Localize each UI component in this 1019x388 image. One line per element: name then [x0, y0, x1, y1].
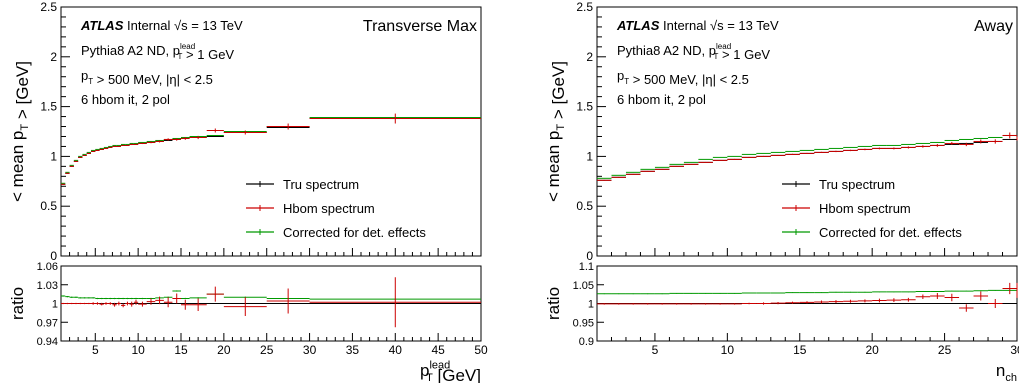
x-tick-label: 50 — [474, 343, 488, 357]
x-tick-label: 5 — [92, 343, 99, 357]
x-tick-label: 5 — [652, 343, 659, 357]
legend-entry-label: Hbom spectrum — [819, 201, 911, 216]
main-plot-frame — [596, 6, 1018, 257]
legend-entry-label: Hbom spectrum — [283, 201, 375, 216]
x-tick-label: 25 — [938, 343, 952, 357]
y-tick-label: 2 — [586, 50, 593, 64]
y-tick-label: 2.5 — [576, 0, 593, 14]
info-text-line: pT > 500 MeV, |η| < 2.5 — [617, 68, 749, 87]
x-tick-label: 20 — [865, 343, 879, 357]
ratio-y-tick-label: 1.03 — [37, 280, 58, 292]
y-axis-title: < mean pT > [GeV] — [8, 61, 32, 202]
y-tick-label: 2 — [50, 50, 57, 64]
y-tick-label: 1.5 — [576, 100, 593, 114]
x-tick-label: 30 — [303, 343, 317, 357]
y-tick-label: 1 — [50, 149, 57, 163]
y-axis-title: < mean pT > [GeV] — [544, 61, 568, 202]
ratio-y-tick-label: 0.97 — [37, 317, 58, 329]
y-tick-label: 0.5 — [576, 199, 593, 213]
panel-title: Transverse Max — [363, 18, 477, 35]
ratio-y-tick-label: 1 — [52, 299, 58, 311]
x-tick-label: 15 — [174, 343, 188, 357]
ratio-y-axis-title: ratio — [8, 287, 27, 320]
info-text-line: 6 hbom it, 2 pol — [81, 92, 170, 107]
x-tick-label: 10 — [131, 343, 145, 357]
info-text-line: Pythia8 A2 ND, plead T > 1 GeV — [617, 42, 770, 62]
chart-panel-right: 0 0.5 1 1.5 2 2.5 5 10 15 20 25 30 0.9 0.95 1 1.05 1.1 < … — [544, 0, 1019, 384]
atlas-label-line: ATLAS Internal √s = 13 TeV — [80, 18, 243, 33]
ratio-y-tick-label: 0.94 — [37, 336, 58, 348]
x-tick-label: 20 — [217, 343, 231, 357]
y-tick-label: 2.5 — [40, 0, 57, 14]
legend-entry-label: Corrected for det. effects — [283, 225, 426, 240]
x-tick-label: 35 — [346, 343, 360, 357]
panel-title: Away — [974, 18, 1013, 35]
legend-entry-label: Tru spectrum — [283, 177, 359, 192]
x-tick-label: 15 — [793, 343, 807, 357]
y-tick-label: 0 — [50, 249, 57, 263]
x-axis-title: nch — [996, 361, 1017, 383]
main-plot-frame — [60, 6, 482, 257]
x-tick-label: 10 — [721, 343, 735, 357]
x-tick-label: 30 — [1010, 343, 1019, 357]
info-text-line: Pythia8 A2 ND, plead T > 1 GeV — [81, 42, 234, 62]
x-tick-label: 25 — [260, 343, 274, 357]
ratio-y-tick-label: 1.05 — [573, 280, 594, 292]
ratio-y-tick-label: 0.9 — [579, 336, 594, 348]
y-tick-label: 1.5 — [40, 100, 57, 114]
y-tick-label: 1 — [586, 149, 593, 163]
legend-entry-label: Corrected for det. effects — [819, 225, 962, 240]
x-tick-label: 40 — [389, 343, 403, 357]
ratio-y-tick-label: 1.06 — [37, 261, 58, 273]
atlas-label-line: ATLAS Internal √s = 13 TeV — [616, 18, 779, 33]
info-text-line: pT > 500 MeV, |η| < 2.5 — [81, 68, 213, 87]
info-text-line: 6 hbom it, 2 pol — [617, 92, 706, 107]
y-tick-label: 0 — [586, 249, 593, 263]
x-tick-label: 45 — [431, 343, 445, 357]
chart-panel-left: 0 0.5 1 1.5 2 2.5 5 10 15 20 25 30 35 40 45 50 0.94 0.97 1… — [8, 0, 488, 385]
ratio-y-tick-label: 1.1 — [579, 261, 594, 273]
ratio-y-tick-label: 1 — [588, 299, 594, 311]
y-tick-label: 0.5 — [40, 199, 57, 213]
ratio-y-tick-label: 0.95 — [573, 317, 594, 329]
ratio-y-axis-title: ratio — [544, 287, 563, 320]
legend-entry-label: Tru spectrum — [819, 177, 895, 192]
x-axis-title: plead T [GeV] — [420, 359, 481, 383]
